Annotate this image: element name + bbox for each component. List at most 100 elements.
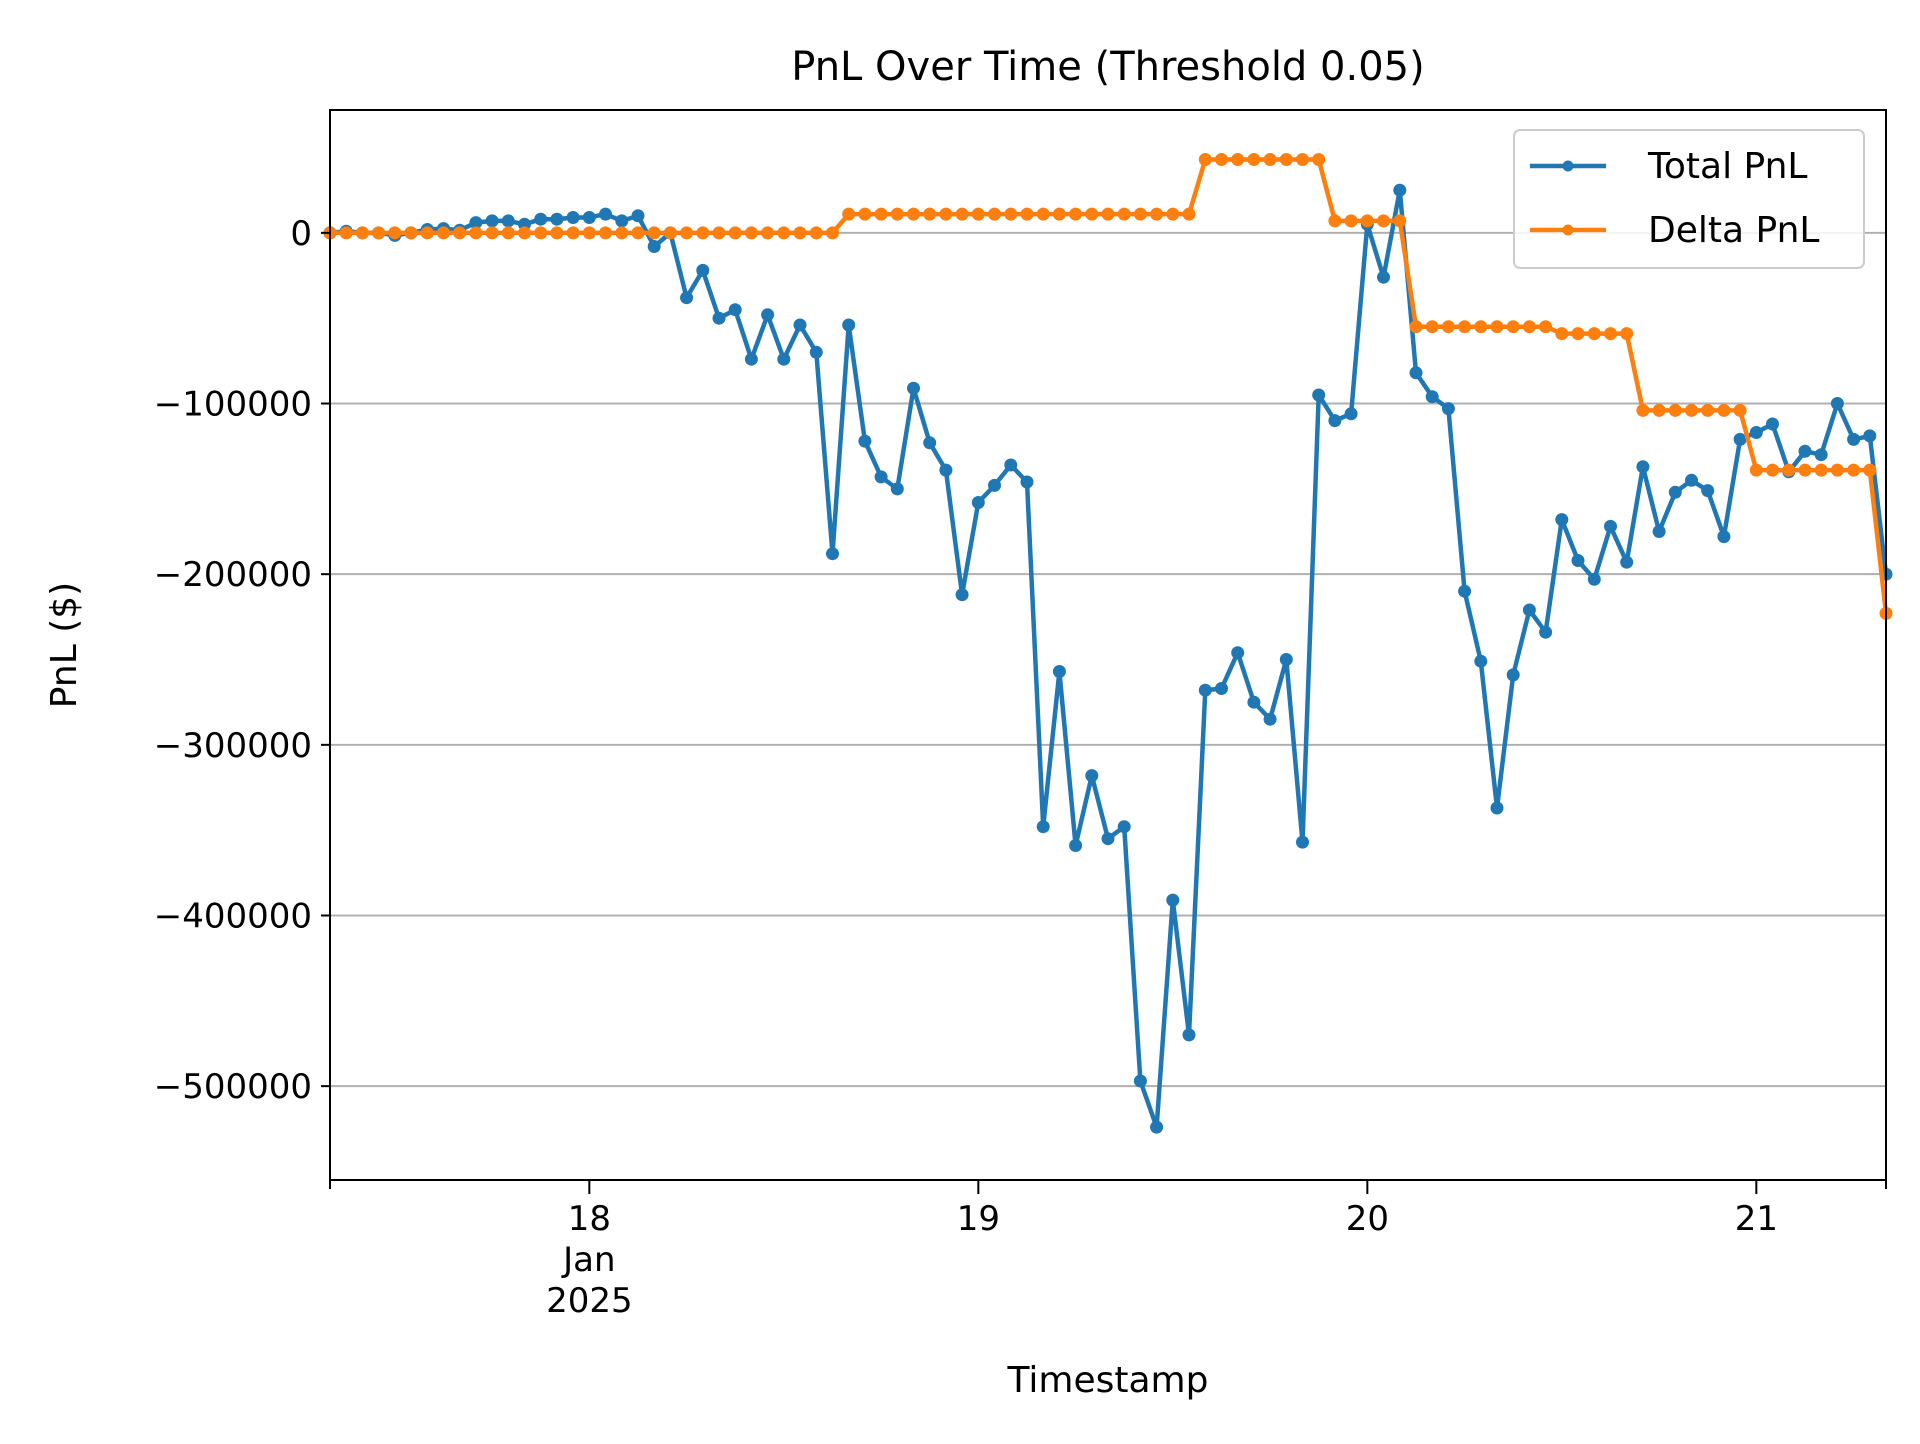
data-point-delta-pnl [728,226,742,240]
data-point-delta-pnl [1539,320,1553,334]
data-point-total-pnl [1798,444,1812,458]
data-point-delta-pnl [1685,403,1698,417]
data-point-total-pnl [1263,712,1277,726]
data-point-total-pnl [809,345,823,359]
data-point-delta-pnl [1182,207,1196,221]
data-point-total-pnl [1377,270,1390,284]
data-point-total-pnl [1231,646,1245,660]
data-point-total-pnl [1393,183,1407,197]
data-point-delta-pnl [1215,153,1228,166]
data-point-delta-pnl [988,207,1001,221]
data-point-total-pnl [1766,417,1779,431]
data-point-delta-pnl [1328,214,1342,228]
data-point-delta-pnl [939,207,953,221]
x-tick-label: 18 [568,1199,611,1239]
data-point-delta-pnl [1247,153,1261,166]
data-point-total-pnl [1312,388,1326,402]
data-point-delta-pnl [1166,207,1180,221]
data-point-total-pnl [1020,475,1034,489]
data-point-total-pnl [1458,584,1472,598]
data-point-delta-pnl [1717,403,1731,417]
x-tick-label: 21 [1735,1199,1778,1239]
data-point-total-pnl [1522,603,1536,617]
data-point-total-pnl [1198,683,1212,697]
data-point-delta-pnl [1052,207,1066,221]
data-point-total-pnl [1636,460,1650,474]
data-point-total-pnl [1555,513,1569,527]
x-axis-label: Timestamp [1007,1360,1209,1401]
chart-title: PnL Over Time (Threshold 0.05) [791,44,1424,90]
data-point-total-pnl [1652,525,1666,538]
data-point-total-pnl [1668,485,1682,499]
series-delta-pnl [323,153,1893,620]
legend-label-total-pnl: Total PnL [1647,146,1807,187]
data-point-delta-pnl [761,226,775,240]
data-point-total-pnl [1733,432,1747,446]
data-point-delta-pnl [420,226,434,240]
data-point-total-pnl [647,240,661,253]
data-point-total-pnl [1101,832,1115,846]
data-point-delta-pnl [1555,327,1569,341]
data-point-total-pnl [615,214,629,228]
data-point-delta-pnl [599,226,612,240]
x-tick-label: 20 [1346,1199,1389,1239]
data-point-delta-pnl [1231,153,1245,166]
data-point-total-pnl [1587,572,1601,586]
data-point-delta-pnl [566,226,580,240]
data-point-delta-pnl [874,207,888,221]
data-point-total-pnl [485,214,499,228]
data-point-total-pnl [1425,390,1439,404]
data-point-delta-pnl [1620,327,1634,341]
data-point-delta-pnl [1425,320,1439,334]
data-point-delta-pnl [826,226,839,240]
data-point-delta-pnl [615,226,629,240]
data-point-delta-pnl [1522,320,1536,334]
data-point-total-pnl [858,434,872,448]
data-point-total-pnl [1490,801,1504,815]
data-point-total-pnl [1247,695,1261,709]
data-point-delta-pnl [1733,403,1747,417]
data-point-delta-pnl [1133,207,1147,221]
data-point-total-pnl [761,308,775,322]
data-point-delta-pnl [1863,463,1877,477]
data-point-total-pnl [1052,665,1066,678]
data-point-total-pnl [1539,625,1553,639]
data-point-total-pnl [1717,530,1731,544]
data-point-total-pnl [923,436,937,450]
data-point-delta-pnl [469,226,483,240]
data-point-delta-pnl [842,207,856,221]
data-point-delta-pnl [339,226,353,240]
data-point-total-pnl [890,482,904,496]
data-point-total-pnl [1441,402,1455,416]
data-point-delta-pnl [1312,153,1326,166]
data-point-delta-pnl [1587,327,1601,341]
data-point-delta-pnl [1766,463,1779,477]
data-point-total-pnl [777,352,791,366]
y-axis-label: PnL ($) [44,582,85,708]
data-point-delta-pnl [907,207,920,221]
data-point-delta-pnl [501,226,515,240]
y-tick-label: −500000 [154,1067,312,1107]
x-tick-sublabel: 2025 [546,1281,633,1321]
y-tick-label: −200000 [154,555,312,595]
data-point-total-pnl [793,318,807,332]
data-point-total-pnl [1296,835,1309,849]
data-point-delta-pnl [1393,214,1407,228]
data-point-total-pnl [1150,1120,1164,1134]
data-point-total-pnl [1685,473,1698,487]
x-tick-sublabel: Jan [561,1240,615,1280]
legend-marker-total-pnl [1562,160,1574,172]
data-point-total-pnl [550,212,564,226]
legend-marker-delta-pnl [1562,224,1574,236]
data-point-delta-pnl [858,207,872,221]
data-point-total-pnl [1604,519,1617,533]
data-point-delta-pnl [1490,320,1504,334]
data-point-delta-pnl [1701,403,1715,417]
data-point-delta-pnl [534,226,548,240]
data-point-total-pnl [1830,397,1844,410]
data-point-delta-pnl [809,226,823,240]
y-tick-label: −400000 [154,896,312,936]
data-point-delta-pnl [1279,153,1293,166]
data-point-total-pnl [534,212,548,226]
